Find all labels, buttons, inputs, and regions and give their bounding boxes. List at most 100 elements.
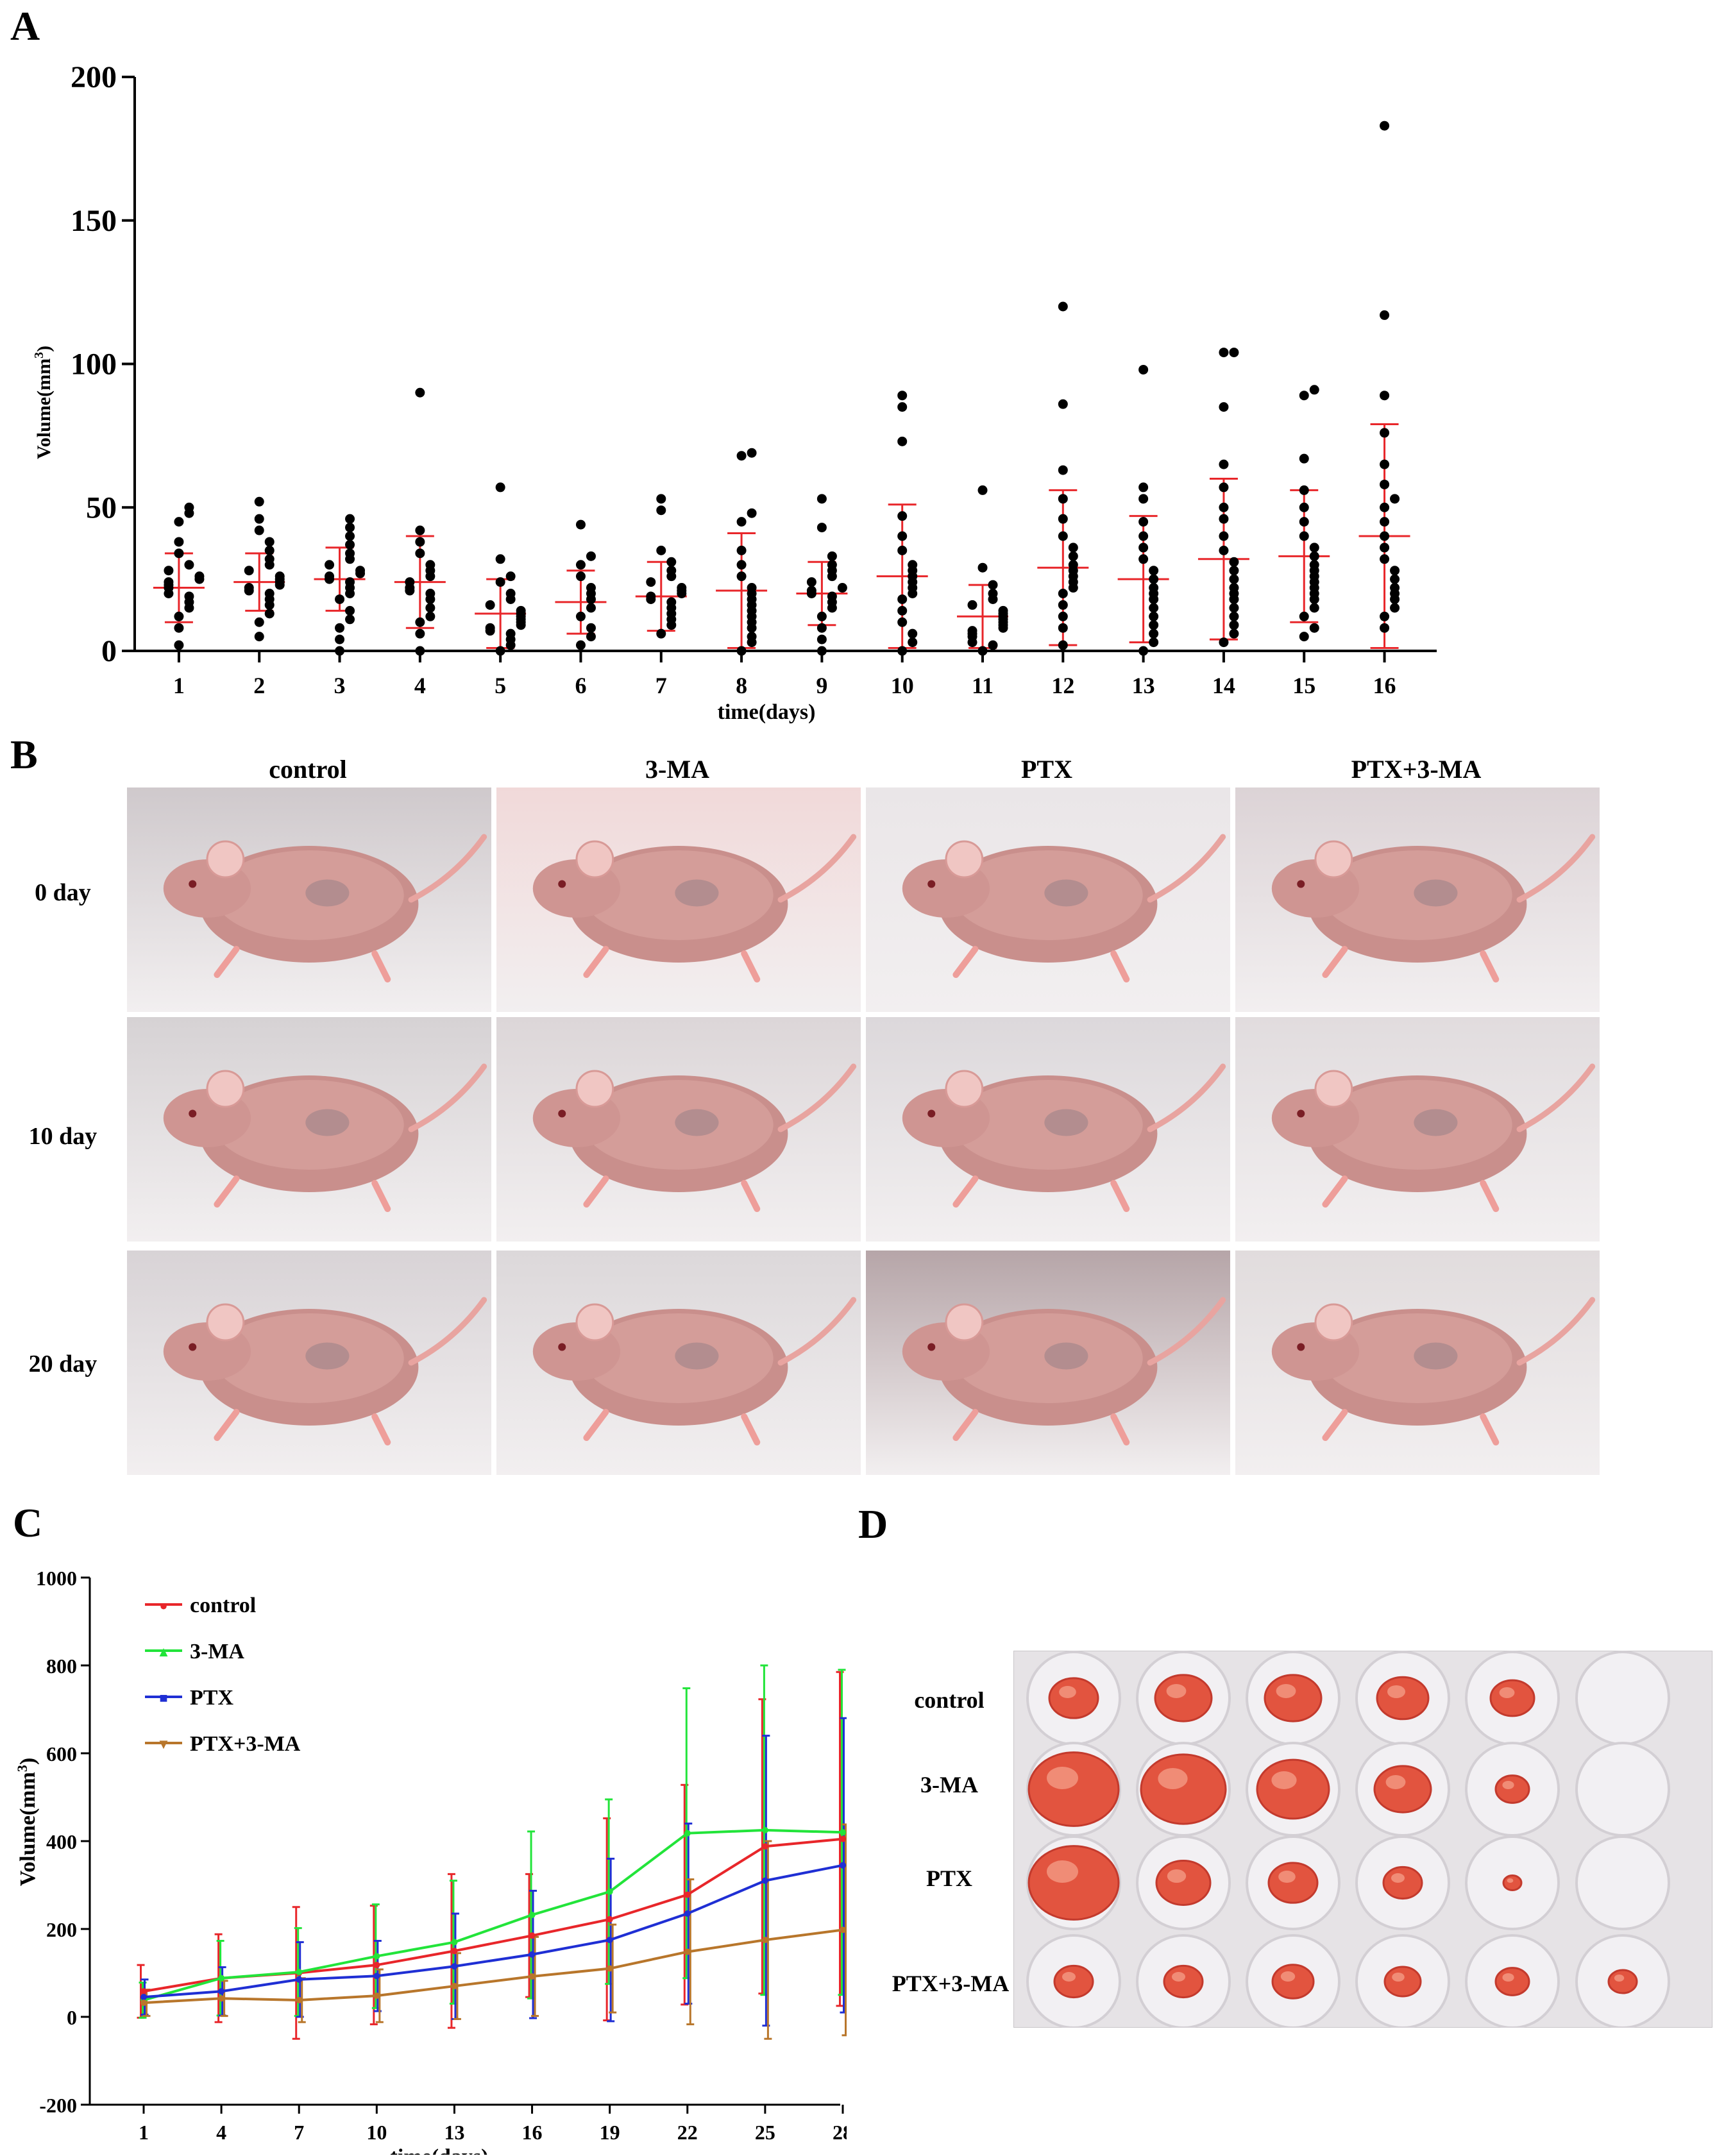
data-point (194, 571, 205, 582)
data-point (140, 1988, 147, 1995)
data-point (174, 611, 184, 621)
data-point (296, 1969, 303, 1976)
data-point (254, 525, 264, 535)
data-point (816, 611, 827, 621)
x-tick-label: 10 (891, 673, 914, 698)
data-point (1138, 482, 1149, 493)
data-point (1229, 583, 1239, 593)
data-point (485, 600, 495, 610)
x-tick-label: 13 (1132, 673, 1155, 698)
data-point (606, 1965, 613, 1972)
data-point (656, 494, 666, 504)
tumor (1028, 1751, 1120, 1827)
x-tick-label: 8 (736, 673, 747, 698)
data-point (1219, 348, 1229, 358)
x-tick-label: 9 (816, 673, 827, 698)
data-point (1380, 121, 1390, 131)
y-axis-label: Volume(mm3) (14, 1758, 40, 1887)
data-point (747, 508, 757, 518)
data-point (897, 511, 908, 521)
data-point (485, 623, 495, 633)
data-point (816, 523, 827, 533)
data-point (495, 554, 505, 564)
legend-marker: ▼ (156, 1736, 171, 1752)
data-point (415, 537, 425, 547)
data-point (827, 551, 837, 561)
data-point (1068, 560, 1078, 570)
data-point (373, 1973, 380, 1980)
data-point (296, 1996, 303, 2003)
data-point (218, 1975, 225, 1982)
data-point (1058, 600, 1068, 610)
plate-row-label-ptx: PTX (926, 1865, 972, 1891)
data-point (1299, 632, 1309, 642)
data-point (451, 1983, 458, 1990)
tumor (1048, 1677, 1099, 1719)
data-point (806, 577, 816, 587)
data-point (1380, 543, 1390, 553)
tumor (1154, 1674, 1213, 1722)
data-point (1309, 603, 1319, 613)
data-point (254, 514, 264, 524)
data-point (1299, 485, 1309, 495)
data-point (264, 589, 275, 598)
tumor (1502, 1874, 1523, 1891)
series-line-3-ma (143, 1828, 843, 2001)
row-header-20-day: 20 day (28, 1351, 97, 1377)
data-point (415, 387, 425, 398)
x-tick-label: 11 (972, 673, 994, 698)
data-point (908, 628, 918, 639)
mouse-photo-ptx-3-ma-20-day (1235, 1251, 1600, 1475)
x-tick-label: 7 (294, 2121, 304, 2144)
data-point (1380, 479, 1390, 489)
data-point (1229, 628, 1239, 639)
data-point (656, 628, 666, 639)
data-point (677, 583, 687, 593)
y-tick-label: 600 (46, 1742, 77, 1765)
data-point (1149, 620, 1159, 630)
data-point (1058, 494, 1068, 504)
data-point (1138, 543, 1149, 553)
tumor (1163, 1964, 1204, 1999)
data-point (140, 1994, 147, 2001)
data-point (586, 603, 596, 613)
data-point (656, 545, 666, 555)
data-point (747, 583, 757, 593)
data-point (1299, 611, 1309, 621)
data-point (184, 591, 194, 602)
data-point (345, 514, 355, 524)
x-axis-label: time(days) (718, 700, 816, 724)
data-point (184, 560, 194, 570)
data-point (606, 1916, 613, 1923)
tumor (1383, 1966, 1422, 1998)
data-point (761, 1826, 768, 1833)
data-point (897, 402, 908, 412)
data-point (415, 548, 425, 559)
data-point (415, 617, 425, 627)
tumor (1376, 1676, 1430, 1721)
data-point (747, 448, 757, 458)
row-header-10-day: 10 day (28, 1123, 97, 1150)
data-point (1138, 494, 1149, 504)
data-point (897, 391, 908, 401)
legend-marker: ▲ (156, 1644, 171, 1660)
data-point (373, 1962, 380, 1969)
data-point (1380, 611, 1390, 621)
series-line-control (143, 1837, 843, 1993)
mouse-photo-ptx-10-day (866, 1017, 1230, 1242)
column-header-ptx-3ma: PTX+3-MA (1351, 755, 1482, 784)
mouse-photo-control-20-day (127, 1251, 491, 1475)
data-point (684, 1830, 691, 1837)
data-point (325, 571, 335, 582)
data-point (575, 560, 586, 570)
x-tick-label: 16 (1373, 673, 1396, 698)
data-point (586, 583, 596, 593)
data-point (296, 1976, 303, 1983)
plate-row-label-control: control (914, 1687, 985, 1713)
data-point (275, 571, 285, 582)
data-point (908, 560, 918, 570)
data-point (988, 580, 998, 590)
data-point (1149, 583, 1159, 593)
y-tick-label: 800 (46, 1655, 77, 1678)
data-point (1058, 531, 1068, 541)
